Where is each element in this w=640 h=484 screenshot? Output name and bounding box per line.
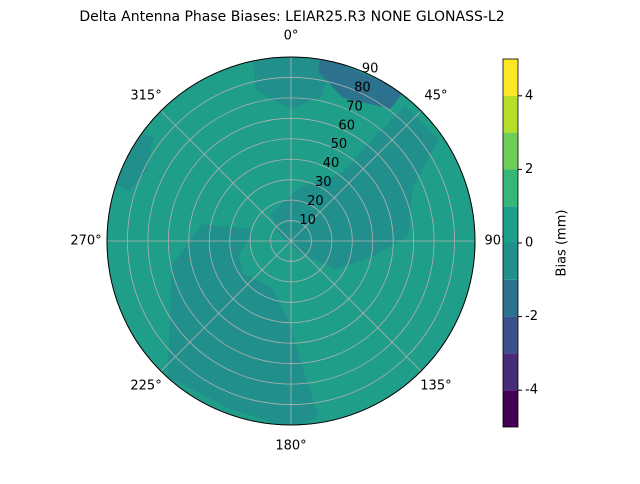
colorbar-band — [503, 390, 518, 427]
colorbar-band — [503, 59, 518, 96]
angle-tick-label: 225° — [130, 378, 161, 393]
radial-tick-label: 90 — [362, 62, 379, 77]
contour-region — [318, 57, 403, 109]
angle-tick-label: 315° — [130, 89, 161, 104]
radial-tick-label: 20 — [307, 194, 324, 209]
angle-tick-label: 45° — [424, 89, 447, 104]
radial-tick-label: 10 — [299, 213, 316, 228]
angle-tick-label: 135° — [420, 378, 451, 393]
grid-spoke — [160, 110, 292, 242]
grid-spoke — [290, 110, 422, 242]
polar-frame — [106, 56, 476, 426]
polar-overlay: 0° 45° 90° 135° 180° 225° 270° 315° 10 20 30 40 50 60… — [70, 29, 507, 454]
angle-tick-label: 180° — [275, 439, 306, 454]
colorbar-tick-label: -2 — [525, 309, 538, 324]
contour-region — [114, 132, 154, 191]
colorbar-band — [503, 206, 518, 243]
colorbar-band — [503, 132, 518, 170]
radial-tick-label: 80 — [354, 81, 371, 96]
grid-spoke — [160, 240, 292, 372]
colorbar-tick-label: 0 — [525, 236, 533, 251]
contour-region — [252, 57, 333, 110]
angle-tick-label: 90° — [484, 234, 507, 249]
radial-tick-label: 30 — [315, 175, 332, 190]
angle-tick-label: 270° — [70, 234, 101, 249]
radial-tick-label: 60 — [338, 118, 355, 133]
colorbar-band — [503, 316, 518, 354]
colorbar-tick-label: -4 — [525, 383, 538, 398]
colorbar-tick-label: 4 — [525, 88, 533, 103]
colorbar-tick-label: 2 — [525, 162, 533, 177]
colorbar-label: Bias (mm) — [555, 210, 570, 277]
colorbar-band — [503, 95, 518, 133]
radial-tick-label: 50 — [331, 137, 348, 152]
angle-tick-label: 0° — [284, 29, 299, 44]
chart-title: Delta Antenna Phase Biases: LEIAR25.R3 N… — [79, 9, 504, 25]
grid-spoke — [290, 240, 422, 372]
radial-tick-label: 40 — [323, 156, 340, 171]
colorbar: -4 -2 0 2 4 Bias (mm) — [502, 58, 570, 428]
colorbar-band — [503, 279, 518, 317]
colorbar-band — [503, 169, 518, 207]
colorbar-band — [503, 243, 518, 280]
colorbar-band — [503, 353, 518, 391]
radial-tick-label: 70 — [346, 99, 363, 114]
